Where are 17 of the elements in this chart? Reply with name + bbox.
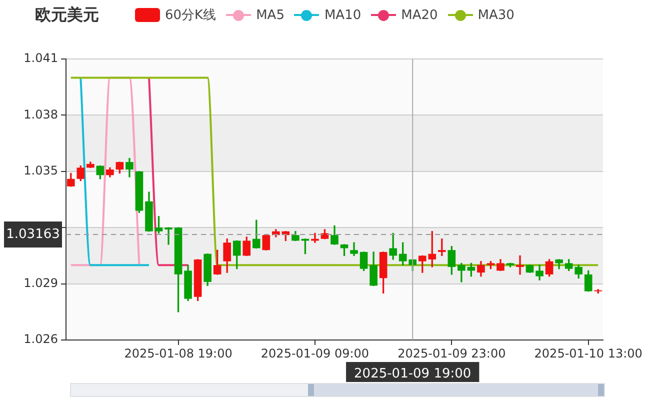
x-tick-label: 2025-01-08 19:00 <box>124 346 232 360</box>
x-tick-label: 2025-01-10 13:00 <box>534 346 642 360</box>
x-tick-label: 2025-01-09 23:00 <box>398 346 506 360</box>
ref-line-label: 1.03163 <box>6 226 60 242</box>
legend-label: MA5 <box>256 8 284 22</box>
y-tick-label: 1.035 <box>24 164 58 178</box>
y-tick-label: 1.038 <box>24 107 58 122</box>
chart-title: 欧元美元 <box>35 4 99 26</box>
legend-label: MA10 <box>324 8 362 22</box>
x-tick-label: 2025-01-09 09:00 <box>260 346 370 360</box>
legend-label: MA20 <box>401 8 438 22</box>
x-tick-label: 2025-01-09 19:00 <box>354 366 472 382</box>
y-tick-label: 1.029 <box>24 276 58 290</box>
y-tick-label: 1.041 <box>24 51 58 66</box>
legend-label: MA30 <box>478 8 514 22</box>
legend-label: 60分K线 <box>165 7 216 24</box>
y-tick-label: 1.026 <box>24 332 58 346</box>
